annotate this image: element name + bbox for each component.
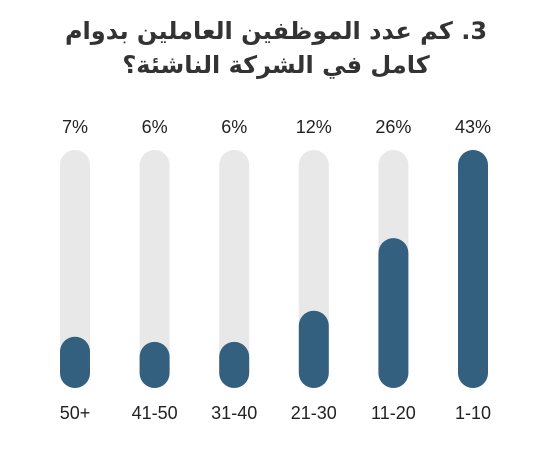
bar — [298, 310, 329, 388]
x-tick-label: 21-30 — [291, 403, 337, 423]
x-tick-label: 1-10 — [455, 403, 491, 423]
x-tick-label: 50+ — [60, 403, 91, 423]
x-tick-label: 41-50 — [132, 403, 178, 423]
bar — [378, 238, 409, 388]
bar-track — [219, 150, 250, 388]
bar-track — [139, 150, 170, 388]
value-label: 43% — [455, 117, 491, 137]
bar — [219, 341, 250, 388]
bar — [139, 341, 170, 388]
bar — [458, 150, 488, 388]
value-label: 12% — [296, 117, 332, 137]
bar-track — [60, 150, 90, 388]
value-label: 26% — [375, 117, 411, 137]
value-label: 7% — [62, 117, 88, 137]
bar — [60, 336, 90, 388]
value-label: 6% — [221, 117, 247, 137]
value-label: 6% — [142, 117, 168, 137]
x-tick-label: 31-40 — [211, 403, 257, 423]
chart-title: 3. كم عدد الموظفين العاملين بدوام كامل ف… — [64, 17, 488, 79]
x-tick-label: 11-20 — [371, 403, 416, 423]
